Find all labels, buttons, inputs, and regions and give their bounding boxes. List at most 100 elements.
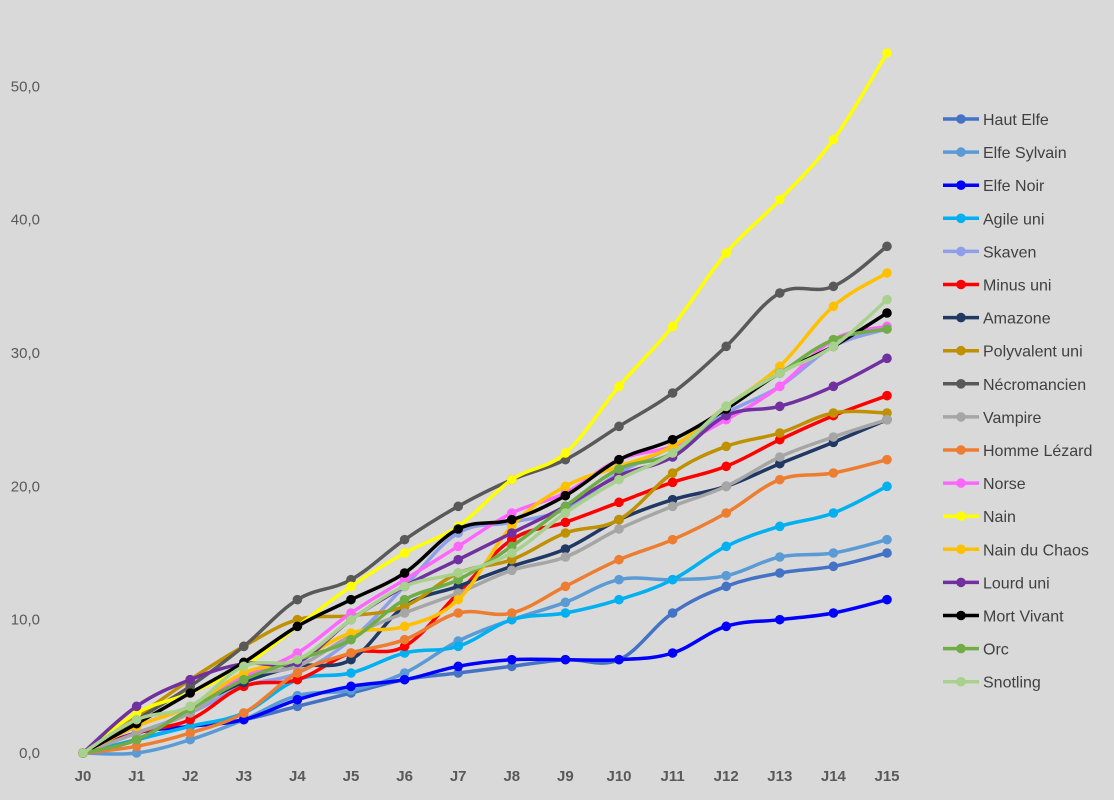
data-point [775,401,785,412]
data-point [131,701,142,712]
series-13 [78,268,892,758]
series-16 [78,324,892,758]
series-line [81,356,889,755]
data-point [507,548,517,558]
data-point [667,574,678,585]
data-point [131,734,142,745]
data-point [292,621,303,632]
data-point [775,288,785,298]
data-point [721,441,731,452]
data-point [560,552,571,562]
data-point [507,534,517,545]
legend-label: Nain du Chaos [983,542,1089,559]
data-point [614,421,624,432]
data-point [775,568,785,578]
series-line [81,457,889,755]
legend-label: Lourd uni [983,575,1050,592]
data-point [346,648,356,658]
data-point [399,568,410,578]
data-point [614,497,624,508]
data-point [507,614,517,625]
data-point [560,454,571,465]
data-point [828,408,839,418]
data-point [828,381,839,392]
data-point [828,548,839,558]
data-point [185,681,195,692]
data-point [399,548,410,558]
data-point [828,341,839,352]
data-point [399,641,410,652]
data-point [507,514,517,525]
data-point [775,521,785,532]
data-point [453,554,464,565]
data-point [775,194,785,205]
legend-label: Polyvalent uni [983,344,1083,361]
legend-item: Snotling [943,675,1041,692]
data-point [399,581,410,592]
data-point [614,654,624,665]
data-point [882,48,892,58]
legend-label: Elfe Sylvain [983,145,1067,162]
legend-label: Orc [983,642,1009,659]
data-point [560,501,571,512]
data-point [399,648,410,658]
legend-item: Elfe Noir [943,178,1045,195]
series-line [81,311,889,755]
legend-swatch-marker [956,643,966,654]
data-point [560,544,571,554]
data-point [453,524,464,534]
data-point [721,581,731,592]
x-tick-label: J14 [821,768,847,785]
data-point [507,608,517,618]
series-line [81,327,889,755]
data-point [721,461,731,472]
data-point [882,294,892,305]
data-point [667,441,678,452]
data-point [614,554,624,565]
data-point [560,608,571,618]
data-point [667,608,678,618]
data-point [399,574,410,585]
data-point [292,614,303,625]
legend-swatch-marker [956,279,966,290]
data-point [614,514,624,525]
legend-item: Homme Lézard [943,443,1092,460]
data-point [775,614,785,625]
legend-swatch-marker [956,147,966,157]
legend-item: Elfe Sylvain [943,145,1067,162]
data-point [882,481,892,492]
legend-label: Elfe Noir [983,178,1045,195]
data-point [560,481,571,492]
data-point [453,581,464,592]
x-tick-label: J11 [660,768,684,785]
data-point [721,341,731,352]
legend-swatch-marker [956,511,966,521]
data-point [507,554,517,565]
data-point [560,517,571,528]
data-point [292,668,303,678]
data-point [667,388,678,398]
legend-label: Agile uni [983,211,1044,228]
data-point [614,474,624,485]
data-point [453,668,464,678]
data-point [131,748,142,758]
data-point [614,464,624,474]
x-tick-label: J12 [714,768,739,785]
data-point [667,494,678,505]
data-point [292,654,303,665]
data-point [560,597,571,608]
data-point [346,608,356,618]
data-point [775,474,785,485]
data-point [775,428,785,438]
legend: Haut Elfe Elfe Sylvain Elfe Noir Agile uni S… [943,112,1092,692]
x-tick-label: J7 [450,768,467,785]
y-tick-label: 0,0 [19,745,40,762]
data-point [507,661,517,672]
legend-item: Lourd uni [943,575,1050,592]
data-point [721,570,731,581]
data-point [239,668,249,678]
series-12 [78,48,892,758]
legend-swatch-marker [956,610,966,621]
data-point [882,324,892,334]
data-point [667,534,678,545]
